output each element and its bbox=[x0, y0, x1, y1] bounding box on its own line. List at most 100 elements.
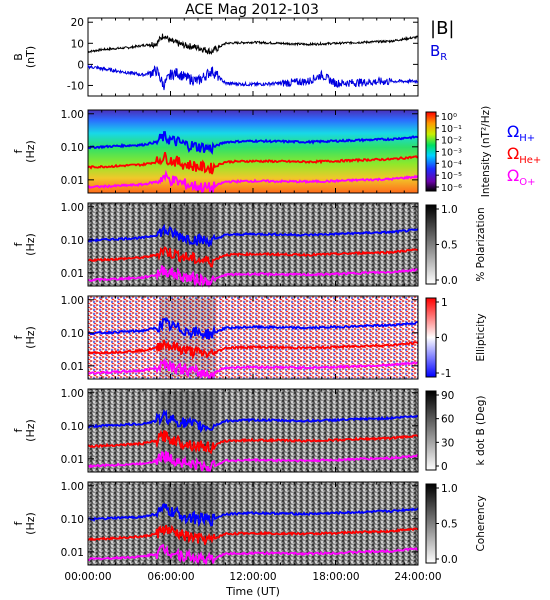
x-tick-labels: 00:00:00 06:00:00 12:00:00 18:00:00 24:0… bbox=[64, 571, 441, 583]
y-tick-label: 0.10 bbox=[61, 514, 84, 526]
b-series-line-1 bbox=[87, 64, 418, 91]
y-tick-label: 0.01 bbox=[61, 547, 84, 559]
colorbar-tick-label: -1 bbox=[441, 368, 451, 380]
colorbar-label: % Polarization bbox=[475, 207, 487, 281]
spectrogram-ylabel-unit: (Hz) bbox=[24, 140, 37, 163]
colorbar-tick-label: 1.0 bbox=[441, 204, 458, 216]
y-tick-label: 0.10 bbox=[61, 328, 84, 340]
y-tick-label: 0.10 bbox=[61, 142, 84, 154]
colorbar-tick-label: 10⁻⁶ bbox=[441, 183, 462, 194]
colorbar-tick-label: 0.5 bbox=[441, 519, 458, 531]
legend-b-magnitude: |B| bbox=[430, 18, 454, 39]
y-tick-label: -10 bbox=[67, 80, 84, 92]
colorbar-tick-label: 1 bbox=[441, 297, 448, 309]
legend-omega-subscript: He+ bbox=[519, 155, 541, 166]
gyrofrequency-line-He+ bbox=[88, 246, 419, 268]
gyrofrequency-legend: ΩH+ΩHe+ΩO+ bbox=[507, 122, 541, 188]
legend-omega-H+: ΩH+ bbox=[507, 122, 535, 144]
gyrofrequency-line-He+ bbox=[87, 429, 419, 455]
spectrogram-ylabel: f (Hz) bbox=[12, 512, 37, 535]
colorbar-label-text: k dot B (Deg) bbox=[475, 396, 487, 466]
colorbar-tick-label: 10⁻³ bbox=[441, 148, 462, 159]
colorbar bbox=[425, 390, 437, 471]
x-tick-label-3: 18:00:00 bbox=[312, 571, 359, 583]
spectrogram-panel-2: 1.00 0.10 0.01 f (Hz) 1.0 0.5 0.0 % Polarization bbox=[12, 202, 487, 289]
gyrofrequency-line-H+ bbox=[87, 317, 419, 341]
y-tick-label: 1.00 bbox=[61, 388, 84, 400]
spectrogram-ylabel: f (Hz) bbox=[12, 140, 37, 163]
y-tick-label: 0 bbox=[77, 59, 84, 71]
spectrogram-ylabel: f (Hz) bbox=[12, 419, 37, 442]
gyrofrequency-line-H+ bbox=[87, 502, 419, 528]
spectrogram-ylabel: f (Hz) bbox=[12, 326, 37, 349]
spectrogram-ylabel-unit: (Hz) bbox=[24, 512, 37, 535]
colorbar-tick-label: 10⁻² bbox=[441, 136, 462, 147]
gyrofrequency-line-H+ bbox=[87, 131, 418, 155]
y-tick-label: 10 bbox=[71, 38, 84, 50]
b-field-ylabel-name: B bbox=[12, 53, 25, 61]
colorbar bbox=[425, 483, 437, 564]
spectrogram-ylabel-unit: (Hz) bbox=[24, 326, 37, 349]
colorbar bbox=[425, 297, 437, 378]
colorbar-label: Ellipticity bbox=[475, 313, 487, 361]
x-tick-label-0: 00:00:00 bbox=[64, 571, 111, 583]
colorbar-label-text: Ellipticity bbox=[475, 313, 487, 361]
legend-b-radial-subscript: R bbox=[440, 52, 447, 63]
spectrogram-panel-3: 1.00 0.10 0.01 f (Hz) 1 0 -1 Ellipticity bbox=[12, 295, 487, 380]
x-tick-label-4: 24:00:00 bbox=[394, 571, 441, 583]
active-interval-shade bbox=[159, 205, 216, 284]
b-field-ylabel: B (nT) bbox=[12, 46, 37, 68]
colorbar-tick-label: 0.0 bbox=[441, 275, 458, 287]
spectrogram-panel-4: 1.00 0.10 0.01 f (Hz) 90 60 30 0 k dot B (Deg) bbox=[12, 388, 487, 473]
y-tick-label: 0.01 bbox=[61, 268, 84, 280]
colorbar-label-text: Intensity (nT²/Hz) bbox=[480, 106, 492, 197]
y-tick-label: 1.00 bbox=[61, 295, 84, 307]
colorbar-tick-label: 10⁻⁴ bbox=[441, 159, 462, 170]
colorbar-tick-label: 10⁻⁵ bbox=[441, 171, 462, 182]
gyrofrequency-line-H+ bbox=[87, 223, 419, 247]
legend-omega-subscript: H+ bbox=[519, 133, 535, 144]
chart-title: ACE Mag 2012-103 bbox=[185, 2, 319, 18]
legend-b-radial: BR bbox=[430, 42, 447, 63]
spectrogram-panel-5: 1.00 0.10 0.01 f (Hz) 1.0 0.5 0.0 Coherency bbox=[12, 481, 487, 567]
colorbar-tick-label: 60 bbox=[441, 414, 454, 426]
y-tick-label: 0.01 bbox=[61, 454, 84, 466]
spectrogram-ylabel-name: f bbox=[12, 520, 25, 525]
colorbar-label: Intensity (nT²/Hz) bbox=[480, 106, 492, 197]
colorbar-label-text: % Polarization bbox=[475, 207, 487, 281]
colorbar-tick-label: 0 bbox=[441, 333, 448, 345]
colorbar-label: Coherency bbox=[475, 495, 487, 551]
spectrogram-image bbox=[88, 296, 418, 379]
gyrofrequency-line-O+ bbox=[87, 357, 418, 380]
spectrogram-ylabel-name: f bbox=[12, 427, 25, 432]
y-tick-label: 0.10 bbox=[61, 421, 84, 433]
colorbar-tick-label: 0 bbox=[441, 461, 448, 473]
colorbar-tick-label: 0.5 bbox=[441, 240, 458, 252]
colorbar-tick-label: 1.0 bbox=[441, 483, 458, 495]
colorbar-label-text: Coherency bbox=[475, 495, 487, 551]
legend-omega-subscript: O+ bbox=[519, 177, 535, 188]
spectrogram-ylabel-unit: (Hz) bbox=[24, 419, 37, 442]
b-series-line-0 bbox=[87, 33, 419, 56]
spectrogram-panel-1: 1.00 0.10 0.01 f (Hz) 10⁰10⁻¹10⁻²10⁻³10⁻⁴10⁻⁵… bbox=[12, 106, 492, 197]
y-tick-label: 0.01 bbox=[61, 175, 84, 187]
colorbar-tick-label: 30 bbox=[441, 437, 454, 449]
active-interval-shade bbox=[159, 484, 216, 563]
x-axis-label: Time (UT) bbox=[225, 585, 280, 598]
gyrofrequency-line-O+ bbox=[87, 169, 419, 194]
spectrogram-ylabel: f (Hz) bbox=[12, 233, 37, 256]
legend-omega-He+: ΩHe+ bbox=[507, 144, 541, 166]
colorbar-label: k dot B (Deg) bbox=[475, 396, 487, 466]
spectrogram-ylabel-name: f bbox=[12, 334, 25, 339]
x-tick-label-2: 12:00:00 bbox=[229, 571, 276, 583]
y-tick-label: 1.00 bbox=[61, 202, 84, 214]
colorbar-tick-label: 90 bbox=[441, 390, 454, 402]
gyrofrequency-line-He+ bbox=[87, 524, 419, 545]
colorbar bbox=[425, 111, 437, 192]
gyrofrequency-line-O+ bbox=[87, 450, 419, 473]
b-field-ylabel-unit: (nT) bbox=[24, 46, 37, 68]
gyrofrequency-line-O+ bbox=[87, 543, 418, 567]
y-tick-label: 1.00 bbox=[61, 481, 84, 493]
